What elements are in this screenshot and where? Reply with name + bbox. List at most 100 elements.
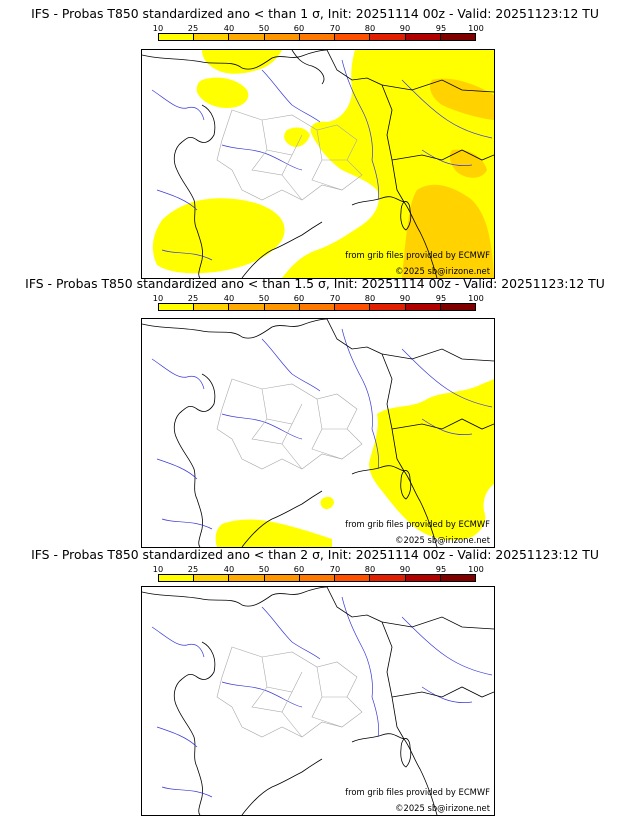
coastline <box>142 319 328 339</box>
coastline <box>351 465 405 475</box>
legend-swatch <box>440 304 475 310</box>
river <box>261 69 321 123</box>
national-border <box>326 587 405 740</box>
legend-colorbar <box>158 303 476 311</box>
probability-area-yellow <box>215 519 332 547</box>
legend-tick: 95 <box>435 564 447 574</box>
river <box>161 786 213 798</box>
probability-area-yellow <box>430 521 464 539</box>
legend-colorbar <box>158 33 476 41</box>
river <box>221 144 303 171</box>
river <box>261 606 321 660</box>
legend-tick: 95 <box>435 293 447 303</box>
legend-tick: 25 <box>187 23 199 33</box>
legend-colorbar <box>158 574 476 582</box>
national-border <box>326 50 405 203</box>
river <box>156 189 198 211</box>
legend-swatch <box>194 575 230 581</box>
map-drawing <box>142 319 494 547</box>
legend-swatch <box>159 34 195 40</box>
island-corsica <box>400 738 412 768</box>
legend-swatch <box>370 575 406 581</box>
probability-area-yellow <box>284 127 310 147</box>
legend-swatch <box>335 575 371 581</box>
coastline <box>173 641 216 815</box>
national-border <box>391 686 494 698</box>
probability-area-yellow <box>196 77 249 108</box>
panel-title: IFS - Probas T850 standardized ano < tha… <box>25 276 605 291</box>
legend-tick: 70 <box>329 293 341 303</box>
coastline <box>241 758 323 815</box>
river <box>421 686 473 703</box>
legend-swatch <box>299 34 336 40</box>
river <box>421 418 473 435</box>
legend-tick: 25 <box>187 293 199 303</box>
national-border <box>326 319 405 472</box>
admin-border <box>216 646 363 738</box>
legend-tick: 80 <box>364 293 376 303</box>
national-border <box>391 418 494 430</box>
map-frame: from grib files provided by ECMWF ©2025 … <box>141 49 495 279</box>
legend-tick: 10 <box>152 564 164 574</box>
coastline <box>403 470 438 547</box>
legend-tick: 40 <box>223 293 235 303</box>
probability-area-amber <box>449 149 487 178</box>
map-drawing <box>142 587 494 815</box>
admin-border <box>216 109 363 201</box>
legend-tick: 50 <box>258 564 270 574</box>
coastline <box>291 50 325 85</box>
legend-ticks: 10 25 40 50 60 70 80 90 95 100 <box>153 293 484 303</box>
coastline <box>351 733 405 743</box>
admin-border <box>216 378 363 470</box>
color-legend: 10 25 40 50 60 70 80 90 95 100 <box>153 564 484 582</box>
credit-source: from grib files provided by ECMWF <box>345 787 490 797</box>
legend-tick: 10 <box>152 293 164 303</box>
legend-tick: 50 <box>258 23 270 33</box>
legend-swatch <box>405 575 441 581</box>
coastline <box>241 221 323 278</box>
river <box>341 596 373 698</box>
island-corsica <box>400 470 412 500</box>
river <box>156 458 198 480</box>
legend-tick: 80 <box>364 23 376 33</box>
map-frame: from grib files provided by ECMWF ©2025 … <box>141 586 495 816</box>
legend-swatch <box>299 304 336 310</box>
legend-ticks: 10 25 40 50 60 70 80 90 95 100 <box>153 564 484 574</box>
legend-swatch <box>159 575 195 581</box>
river <box>151 626 205 658</box>
legend-swatch <box>194 34 230 40</box>
legend-tick: 90 <box>399 23 411 33</box>
legend-swatch <box>264 304 300 310</box>
river <box>221 681 303 708</box>
river <box>341 328 373 430</box>
legend-swatch <box>370 304 406 310</box>
legend-tick: 10 <box>152 23 164 33</box>
probability-area-amber <box>402 184 494 278</box>
river <box>371 428 379 470</box>
legend-tick: 90 <box>399 293 411 303</box>
legend-swatch <box>229 304 265 310</box>
legend-swatch <box>405 304 441 310</box>
legend-tick: 100 <box>468 293 484 303</box>
coastline <box>173 373 216 547</box>
coastline <box>403 738 438 815</box>
legend-tick: 60 <box>293 564 305 574</box>
probability-area-yellow <box>369 379 494 541</box>
coastline <box>241 490 323 547</box>
legend-swatch <box>159 304 195 310</box>
panel-title: IFS - Probas T850 standardized ano < tha… <box>31 6 599 21</box>
coastline <box>403 201 438 278</box>
river <box>421 149 473 166</box>
legend-tick: 100 <box>468 564 484 574</box>
map-drawing <box>142 50 494 278</box>
river <box>401 79 493 139</box>
river <box>401 348 493 408</box>
probability-area-yellow <box>202 50 282 74</box>
legend-tick: 70 <box>329 564 341 574</box>
river <box>371 159 379 201</box>
river <box>156 726 198 748</box>
legend-tick: 95 <box>435 23 447 33</box>
color-legend: 10 25 40 50 60 70 80 90 95 100 <box>153 23 484 41</box>
legend-swatch <box>335 304 371 310</box>
river <box>161 518 213 530</box>
